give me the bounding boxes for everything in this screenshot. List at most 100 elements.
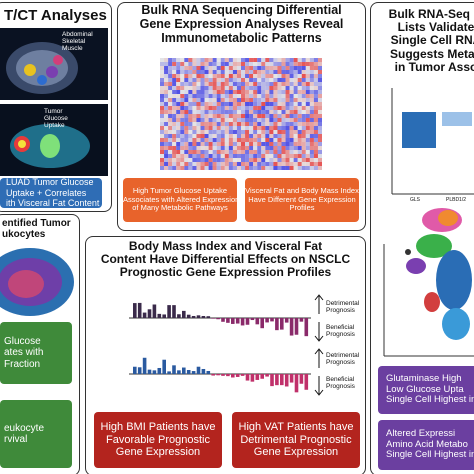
- heatmap-cell: [200, 130, 205, 135]
- heatmap-cell: [192, 58, 197, 63]
- heatmap-cell: [257, 86, 262, 91]
- heatmap-cell: [297, 78, 302, 83]
- heatmap-cell: [232, 166, 237, 170]
- heatmap-cell: [180, 66, 185, 71]
- heatmap-cell: [281, 154, 286, 159]
- heatmap-cell: [273, 146, 278, 151]
- heatmap-cell: [273, 134, 278, 139]
- heatmap-cell: [293, 90, 298, 95]
- heatmap-cell: [212, 110, 217, 115]
- heatmap-cell: [317, 90, 322, 95]
- heatmap-cell: [257, 70, 262, 75]
- heatmap-cell: [301, 86, 306, 91]
- heatmap-cell: [273, 154, 278, 159]
- heatmap-cell: [257, 74, 262, 79]
- heatmap-cell: [164, 114, 169, 119]
- heatmap-cell: [192, 142, 197, 147]
- heatmap-cell: [257, 134, 262, 139]
- heatmap-cell: [293, 154, 298, 159]
- heatmap-cell: [232, 118, 237, 123]
- heatmap-cell: [249, 154, 254, 159]
- heatmap-cell: [224, 114, 229, 119]
- heatmap-cell: [305, 122, 310, 127]
- heatmap-cell: [228, 134, 233, 139]
- heatmap-cell: [168, 86, 173, 91]
- heatmap-cell: [289, 110, 294, 115]
- heatmap-cell: [188, 122, 193, 127]
- heatmap-cell: [269, 66, 274, 71]
- heatmap-cell: [317, 82, 322, 87]
- heatmap-cell: [176, 142, 181, 147]
- heatmap-cell: [285, 78, 290, 83]
- heatmap-cell: [241, 98, 246, 103]
- heatmap-cell: [168, 74, 173, 79]
- text-line: Bulk RNA-Seq M: [388, 7, 474, 21]
- heatmap-cell: [192, 98, 197, 103]
- heatmap-cell: [313, 110, 318, 115]
- heatmap-cell: [241, 130, 246, 135]
- heatmap-cell: [196, 78, 201, 83]
- heatmap-cell: [261, 122, 266, 127]
- heatmap-cell: [317, 102, 322, 107]
- heatmap-cell: [273, 130, 278, 135]
- heatmap-cell: [241, 166, 246, 170]
- heatmap-cell: [212, 86, 217, 91]
- heatmap-cell: [309, 150, 314, 155]
- heatmap-cell: [257, 58, 262, 63]
- heatmap-cell: [196, 106, 201, 111]
- heatmap-cell: [253, 90, 258, 95]
- heatmap-cell: [269, 82, 274, 87]
- heatmap-cell: [164, 102, 169, 107]
- heatmap-cell: [228, 118, 233, 123]
- bar-shape: [270, 374, 274, 387]
- heatmap-cell: [253, 142, 258, 147]
- bar-shape: [265, 318, 269, 323]
- heatmap-cell: [196, 142, 201, 147]
- heatmap-cell: [245, 106, 250, 111]
- heatmap-cell: [228, 90, 233, 95]
- bar-shape: [162, 314, 166, 318]
- heatmap-cell: [212, 62, 217, 67]
- heatmap-cell: [265, 70, 270, 75]
- heatmap-cell: [204, 86, 209, 91]
- bar-shape: [137, 367, 142, 374]
- text-line: Beneficial: [326, 376, 355, 383]
- heatmap-cell: [313, 82, 318, 87]
- bar-shape: [147, 369, 152, 374]
- heatmap-cell: [216, 130, 221, 135]
- heatmap-cell: [232, 130, 237, 135]
- heatmap-cell: [317, 70, 322, 75]
- heatmap-cell: [228, 94, 233, 99]
- heatmap-cell: [293, 74, 298, 79]
- heatmap-cell: [289, 146, 294, 151]
- heatmap-cell: [261, 158, 266, 163]
- heatmap-cell: [164, 66, 169, 71]
- heatmap-cell: [265, 90, 270, 95]
- heatmap-cell: [164, 86, 169, 91]
- heatmap-cell: [317, 58, 322, 63]
- heatmap-cell: [297, 162, 302, 167]
- heatmap-cell: [188, 114, 193, 119]
- heatmap-cell: [277, 58, 282, 63]
- heatmap-cell: [285, 114, 290, 119]
- heatmap-cell: [301, 82, 306, 87]
- text-line: Amino Acid Metabo: [386, 438, 468, 450]
- heatmap-cell: [204, 158, 209, 163]
- heatmap-cell: [245, 126, 250, 131]
- bar-shape: [211, 318, 215, 319]
- text-line: Single Cell Highest in: [386, 394, 474, 406]
- heatmap-cell: [196, 114, 201, 119]
- heatmap-cell: [253, 74, 258, 79]
- heatmap-cell: [289, 66, 294, 71]
- text-line: ukocytes: [2, 229, 46, 240]
- heatmap-cell: [208, 142, 213, 147]
- heatmap-cell: [285, 86, 290, 91]
- heatmap-cell: [168, 142, 173, 147]
- heatmap-cell: [160, 146, 165, 151]
- text-line: Prognosis: [326, 307, 355, 315]
- heatmap-cell: [220, 70, 225, 75]
- panel-title: T/CT Analyses: [4, 7, 107, 24]
- heatmap-cell: [180, 146, 185, 151]
- heatmap-cell: [293, 166, 298, 170]
- heatmap-cell: [249, 82, 254, 87]
